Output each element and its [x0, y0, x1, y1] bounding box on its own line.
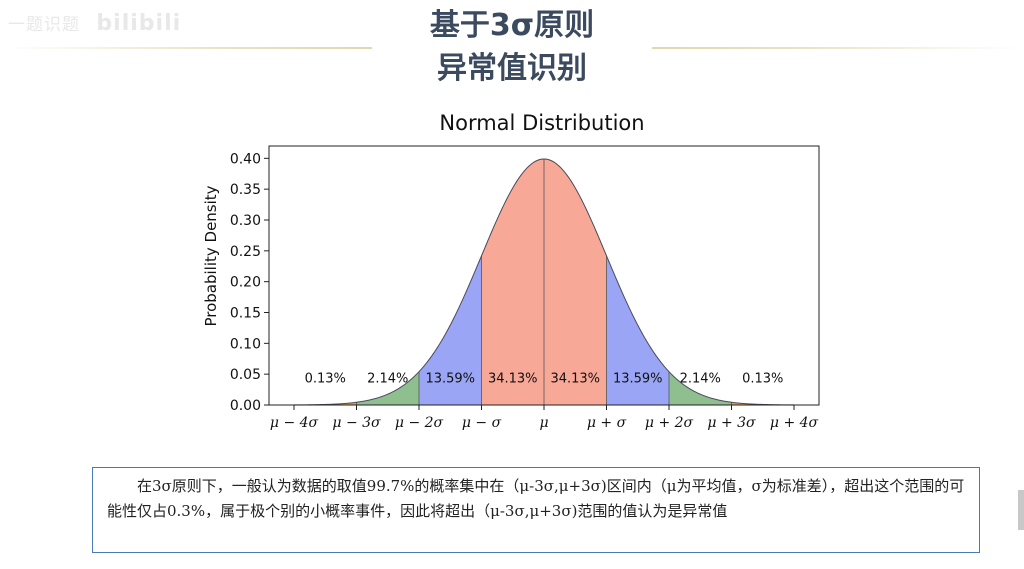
- slide-title-line-2: 异常值识别: [437, 51, 587, 86]
- x-tick-label: μ − σ: [462, 415, 502, 431]
- x-tick-label: μ: [539, 415, 548, 431]
- percent-label: 0.13%: [742, 371, 783, 386]
- region-3: [481, 158, 544, 405]
- y-tick-label: 0.35: [230, 182, 261, 198]
- x-tick-label: μ + σ: [587, 415, 627, 431]
- chart-curve-group: [293, 158, 795, 406]
- y-tick-label: 0.10: [230, 336, 261, 352]
- x-tick-label: μ − 3σ: [332, 415, 381, 431]
- x-tick-label: μ − 2σ: [395, 415, 444, 431]
- x-tick-label: μ + 2σ: [645, 415, 694, 431]
- y-axis-label: Probability Density: [202, 185, 220, 326]
- region-4: [544, 158, 607, 405]
- percent-label: 34.13%: [550, 371, 600, 386]
- watermark-text: 一题识题: [8, 15, 80, 35]
- slide-title-line-1: 基于3σ原则: [429, 8, 595, 43]
- region-0: [294, 402, 357, 405]
- region-6: [669, 371, 732, 405]
- y-axis: 0.00 0.05 0.10 0.15 0.20 0.25 0.30 0.35 0.40: [230, 151, 269, 414]
- bilibili-logo: bilibili: [96, 11, 182, 36]
- chart-annotations: 0.13% 2.14% 13.59% 34.13% 34.13% 13.59% 2.14% 0…: [305, 371, 784, 386]
- percent-label: 2.14%: [367, 371, 408, 386]
- y-tick-label: 0.05: [230, 367, 261, 383]
- x-axis: μ − 4σ μ − 3σ μ − 2σ μ − σ μ μ + σ μ + 2σ μ + 3…: [270, 405, 819, 431]
- x-tick-label: μ + 4σ: [770, 415, 819, 431]
- percent-label: 13.59%: [425, 371, 475, 386]
- slide-title: 基于3σ原则 异常值识别: [372, 4, 652, 90]
- density-curve: [293, 158, 795, 406]
- percent-label: 0.13%: [305, 371, 346, 386]
- y-tick-label: 0.15: [230, 306, 261, 322]
- x-tick-label: μ + 3σ: [707, 415, 756, 431]
- region-1: [356, 371, 419, 405]
- y-tick-label: 0.20: [230, 275, 261, 291]
- watermark: 一题识题 bilibili: [8, 10, 181, 36]
- y-tick-label: 0.00: [230, 398, 261, 414]
- edge-shadow: [1018, 490, 1024, 530]
- percent-label: 13.59%: [613, 371, 663, 386]
- chart-title: Normal Distribution: [439, 111, 644, 135]
- y-tick-label: 0.25: [230, 244, 261, 260]
- title-rule-right: [652, 47, 1024, 49]
- title-rule-left: [0, 47, 372, 49]
- y-tick-label: 0.40: [230, 151, 261, 167]
- percent-label: 34.13%: [488, 371, 538, 386]
- explanation-note: 在3σ原则下，一般认为数据的取值99.7%的概率集中在（μ-3σ,μ+3σ)区间…: [92, 467, 980, 553]
- region-7: [731, 402, 794, 405]
- chart-svg: Normal Distribution 0.00 0.05 0.10 0.15 0.20…: [202, 111, 820, 431]
- y-tick-label: 0.30: [230, 213, 261, 229]
- normal-distribution-chart: Normal Distribution 0.00 0.05 0.10 0.15 0.20…: [195, 104, 835, 434]
- x-tick-label: μ − 4σ: [270, 415, 319, 431]
- percent-label: 2.14%: [680, 371, 721, 386]
